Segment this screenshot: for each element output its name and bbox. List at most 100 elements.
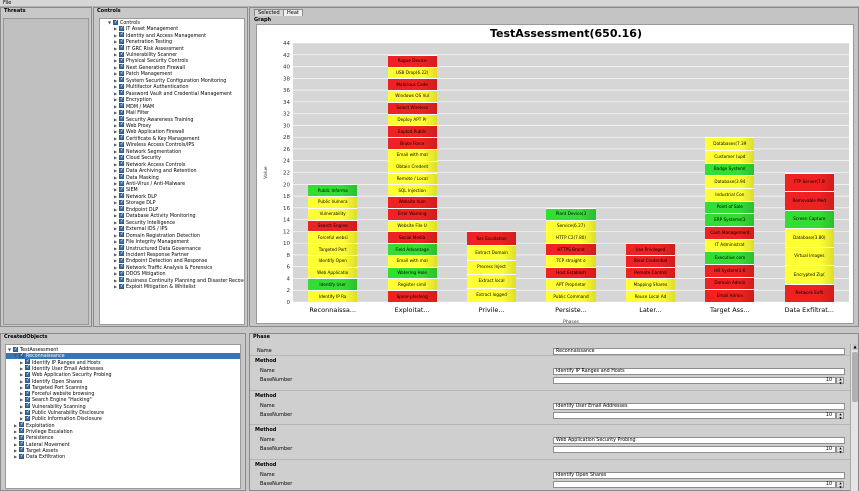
checkbox[interactable] xyxy=(119,180,124,186)
phase-scroll-up[interactable]: ▲ xyxy=(852,344,858,350)
bar-segment[interactable]: Mapping Shares xyxy=(625,278,676,291)
checkbox[interactable] xyxy=(119,231,124,238)
expand-arrow-icon[interactable]: ▶ xyxy=(114,45,118,51)
bar-segment[interactable]: Database(3.94 xyxy=(705,175,755,188)
expand-arrow-icon[interactable]: ▶ xyxy=(114,39,118,45)
checkbox[interactable] xyxy=(119,263,124,270)
expand-arrow-icon[interactable]: ▼ xyxy=(14,353,18,359)
expand-arrow-icon[interactable]: ▶ xyxy=(114,110,118,116)
expand-arrow-icon[interactable]: ▶ xyxy=(114,213,118,219)
spinner-up-icon[interactable]: ▲ xyxy=(839,446,842,450)
expand-arrow-icon[interactable]: ▼ xyxy=(8,347,12,352)
co-method-item[interactable]: ▶ Web Application Security Probing xyxy=(20,371,112,379)
expand-arrow-icon[interactable]: ▶ xyxy=(114,148,118,154)
checkbox[interactable] xyxy=(113,19,118,25)
bar-segment[interactable]: ERP Systems(3 xyxy=(705,213,755,226)
expand-arrow-icon[interactable]: ▶ xyxy=(114,84,118,90)
checkbox[interactable] xyxy=(119,25,124,31)
bar-segment[interactable]: Remote Control xyxy=(625,266,676,279)
expand-arrow-icon[interactable]: ▶ xyxy=(114,226,118,232)
expand-arrow-icon[interactable]: ▶ xyxy=(20,372,24,378)
expand-arrow-icon[interactable]: ▶ xyxy=(114,271,118,277)
checkbox[interactable] xyxy=(119,250,124,257)
checkbox[interactable] xyxy=(13,346,18,352)
bar-segment[interactable]: Exploit Public xyxy=(387,125,437,138)
base-number-spinner[interactable]: ▲ ▼ xyxy=(836,377,844,385)
method-base-input[interactable]: 10 xyxy=(553,480,836,488)
base-number-spinner[interactable]: ▲ ▼ xyxy=(836,446,844,454)
expand-arrow-icon[interactable]: ▶ xyxy=(20,384,24,390)
checkbox[interactable] xyxy=(119,51,124,57)
expand-arrow-icon[interactable]: ▶ xyxy=(114,122,118,128)
expand-arrow-icon[interactable]: ▶ xyxy=(114,135,118,141)
bar-segment[interactable]: Executive com xyxy=(705,251,755,264)
control-item[interactable]: ▶ Business Continuity Planning and Disast… xyxy=(114,276,244,284)
checkbox[interactable] xyxy=(19,440,24,446)
bar-segment[interactable]: Identify User xyxy=(308,278,358,291)
bar-segment[interactable]: Spear-phishing xyxy=(387,290,437,302)
checkbox[interactable] xyxy=(119,199,124,205)
bar-segment[interactable]: Web Applicatio xyxy=(308,266,358,279)
expand-arrow-icon[interactable]: ▶ xyxy=(114,168,118,174)
control-item[interactable]: ▶ System Security Configuration Monitorin… xyxy=(114,76,226,84)
bar-segment[interactable]: Email with mal xyxy=(387,148,437,161)
bar-segment[interactable]: Screen Capture xyxy=(784,209,834,228)
bar-segment[interactable]: Email with mal xyxy=(387,254,437,267)
bar-segment[interactable]: Windows OS Vul xyxy=(387,90,437,102)
bar-segment[interactable]: Brute Force xyxy=(387,137,437,149)
bar-segment[interactable]: Public Informa xyxy=(308,184,358,197)
co-method-item[interactable]: ▶ Identify IP Ranges and Hosts xyxy=(20,358,101,366)
expand-arrow-icon[interactable]: ▶ xyxy=(114,232,118,238)
phase-name-input[interactable]: Reconnaissance xyxy=(553,348,845,355)
bar-segment[interactable]: Database(3.80) xyxy=(784,228,834,247)
expand-arrow-icon[interactable]: ▶ xyxy=(114,181,118,186)
co-method-item[interactable]: ▶ Public Information Disclosure xyxy=(20,415,102,423)
checkbox[interactable] xyxy=(119,76,124,83)
checkbox[interactable] xyxy=(119,160,124,167)
control-item[interactable]: ▶ Identity and Access Management xyxy=(114,31,206,39)
expand-arrow-icon[interactable]: ▶ xyxy=(114,103,118,109)
checkbox[interactable] xyxy=(119,218,124,225)
expand-arrow-icon[interactable]: ▶ xyxy=(114,258,118,264)
bar-segment[interactable]: Steal Credential xyxy=(625,254,676,267)
expand-arrow-icon[interactable]: ▶ xyxy=(20,403,24,409)
checkbox[interactable] xyxy=(25,396,30,402)
checkbox[interactable] xyxy=(119,192,124,199)
checkbox[interactable] xyxy=(19,421,24,428)
method-name-input[interactable]: Identify IP Ranges and Hosts xyxy=(553,368,845,375)
expand-arrow-icon[interactable]: ▶ xyxy=(20,359,24,365)
control-item[interactable]: ▶ Database Activity Monitoring xyxy=(114,212,196,220)
bar-segment[interactable]: HTTP C2(7.80) xyxy=(546,231,596,244)
expand-arrow-icon[interactable]: ▶ xyxy=(114,206,118,212)
checkbox[interactable] xyxy=(119,283,124,289)
expand-arrow-icon[interactable]: ▶ xyxy=(14,428,18,434)
expand-arrow-icon[interactable]: ▶ xyxy=(114,161,118,167)
bar-segment[interactable]: Extract logged xyxy=(466,287,517,302)
expand-arrow-icon[interactable]: ▶ xyxy=(14,447,18,453)
bar-segment[interactable]: IT Administrat xyxy=(705,238,755,252)
bar-segment[interactable]: Vulnerability xyxy=(308,207,358,220)
bar-segment[interactable]: Rogue Device xyxy=(387,54,437,67)
bar-segment[interactable]: Network Exfil xyxy=(784,283,834,302)
bar-segment[interactable]: HR System(3.6 xyxy=(705,263,755,277)
expand-arrow-icon[interactable]: ▼ xyxy=(108,20,112,25)
tab-heat[interactable]: Heat xyxy=(283,9,303,16)
method-base-input[interactable]: 10 xyxy=(553,411,836,419)
method-base-input[interactable]: 10 xyxy=(553,446,836,453)
expand-arrow-icon[interactable]: ▶ xyxy=(14,422,18,428)
checkbox[interactable] xyxy=(119,154,124,160)
expand-arrow-icon[interactable]: ▶ xyxy=(114,200,118,206)
expand-arrow-icon[interactable]: ▶ xyxy=(114,187,118,193)
bar-segment[interactable]: Social Media xyxy=(387,231,437,244)
bar-segment[interactable]: Malicious Code xyxy=(387,78,437,91)
bar-segment[interactable]: Virtual Images xyxy=(784,246,834,265)
checkbox[interactable] xyxy=(119,257,124,263)
bar-segment[interactable]: Use Privileged xyxy=(625,243,676,255)
checkbox[interactable] xyxy=(119,109,124,115)
bar-segment[interactable]: USB Drop(6.22) xyxy=(387,66,437,79)
bar-segment[interactable]: Identify IP Ra xyxy=(308,290,358,302)
checkbox[interactable] xyxy=(119,115,124,121)
spinner-down-icon[interactable]: ▼ xyxy=(839,381,842,385)
bar-segment[interactable]: Customer (upd xyxy=(705,149,755,163)
expand-arrow-icon[interactable]: ▶ xyxy=(20,410,24,415)
